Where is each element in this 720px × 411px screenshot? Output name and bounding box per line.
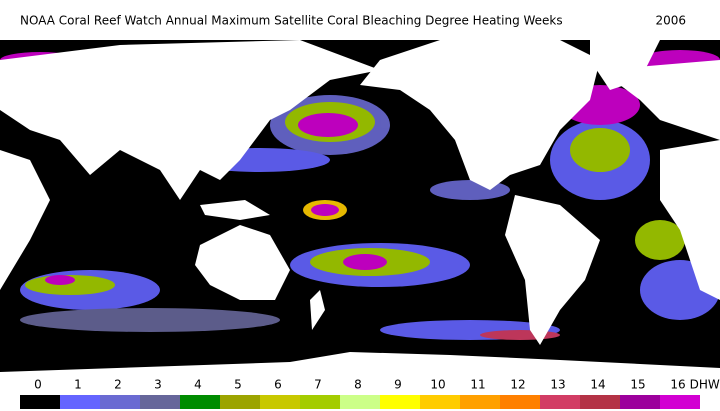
legend-tick-label: 1 [74,378,82,392]
legend-tick-label: 4 [194,378,202,392]
legend-swatch [580,395,620,409]
legend-swatch [140,395,180,409]
legend-swatch [180,395,220,409]
legend-tick-label: 14 [590,378,605,392]
legend-swatch [420,395,460,409]
legend-swatch [620,395,660,409]
legend-tick-label: 3 [154,378,162,392]
year: 2006 [655,14,686,28]
legend: 0 1 2 3 4 5 6 7 8 9 10 11 12 13 14 15 16 DHW [20,378,720,409]
legend-swatch [460,395,500,409]
legend-tick-label: 12 [510,378,525,392]
legend-unit: DHW [690,378,720,392]
legend-tick-label: 11 [470,378,485,392]
legend-tick-label: 8 [354,378,362,392]
legend-tick-label: 5 [234,378,242,392]
legend-swatch [500,395,540,409]
legend-tick-label: 2 [114,378,122,392]
legend-tick-label: 6 [274,378,282,392]
legend-swatch [220,395,260,409]
land [0,40,720,375]
legend-swatch [540,395,580,409]
legend-tick-label: 7 [314,378,322,392]
legend-swatch [100,395,140,409]
legend-swatch [380,395,420,409]
legend-swatch [340,395,380,409]
legend-tick-label: 0 [34,378,42,392]
legend-swatch [660,395,700,409]
legend-tick-label: 13 [550,378,565,392]
legend-tick-label: 10 [430,378,445,392]
title: NOAA Coral Reef Watch Annual Maximum Sat… [20,14,563,28]
legend-swatch [260,395,300,409]
legend-tick-label: 9 [394,378,402,392]
legend-swatch [60,395,100,409]
map [0,40,720,375]
legend-tick-label: 16 [670,378,685,392]
legend-tick-label: 15 [630,378,645,392]
legend-swatch [20,395,60,409]
legend-swatch [300,395,340,409]
